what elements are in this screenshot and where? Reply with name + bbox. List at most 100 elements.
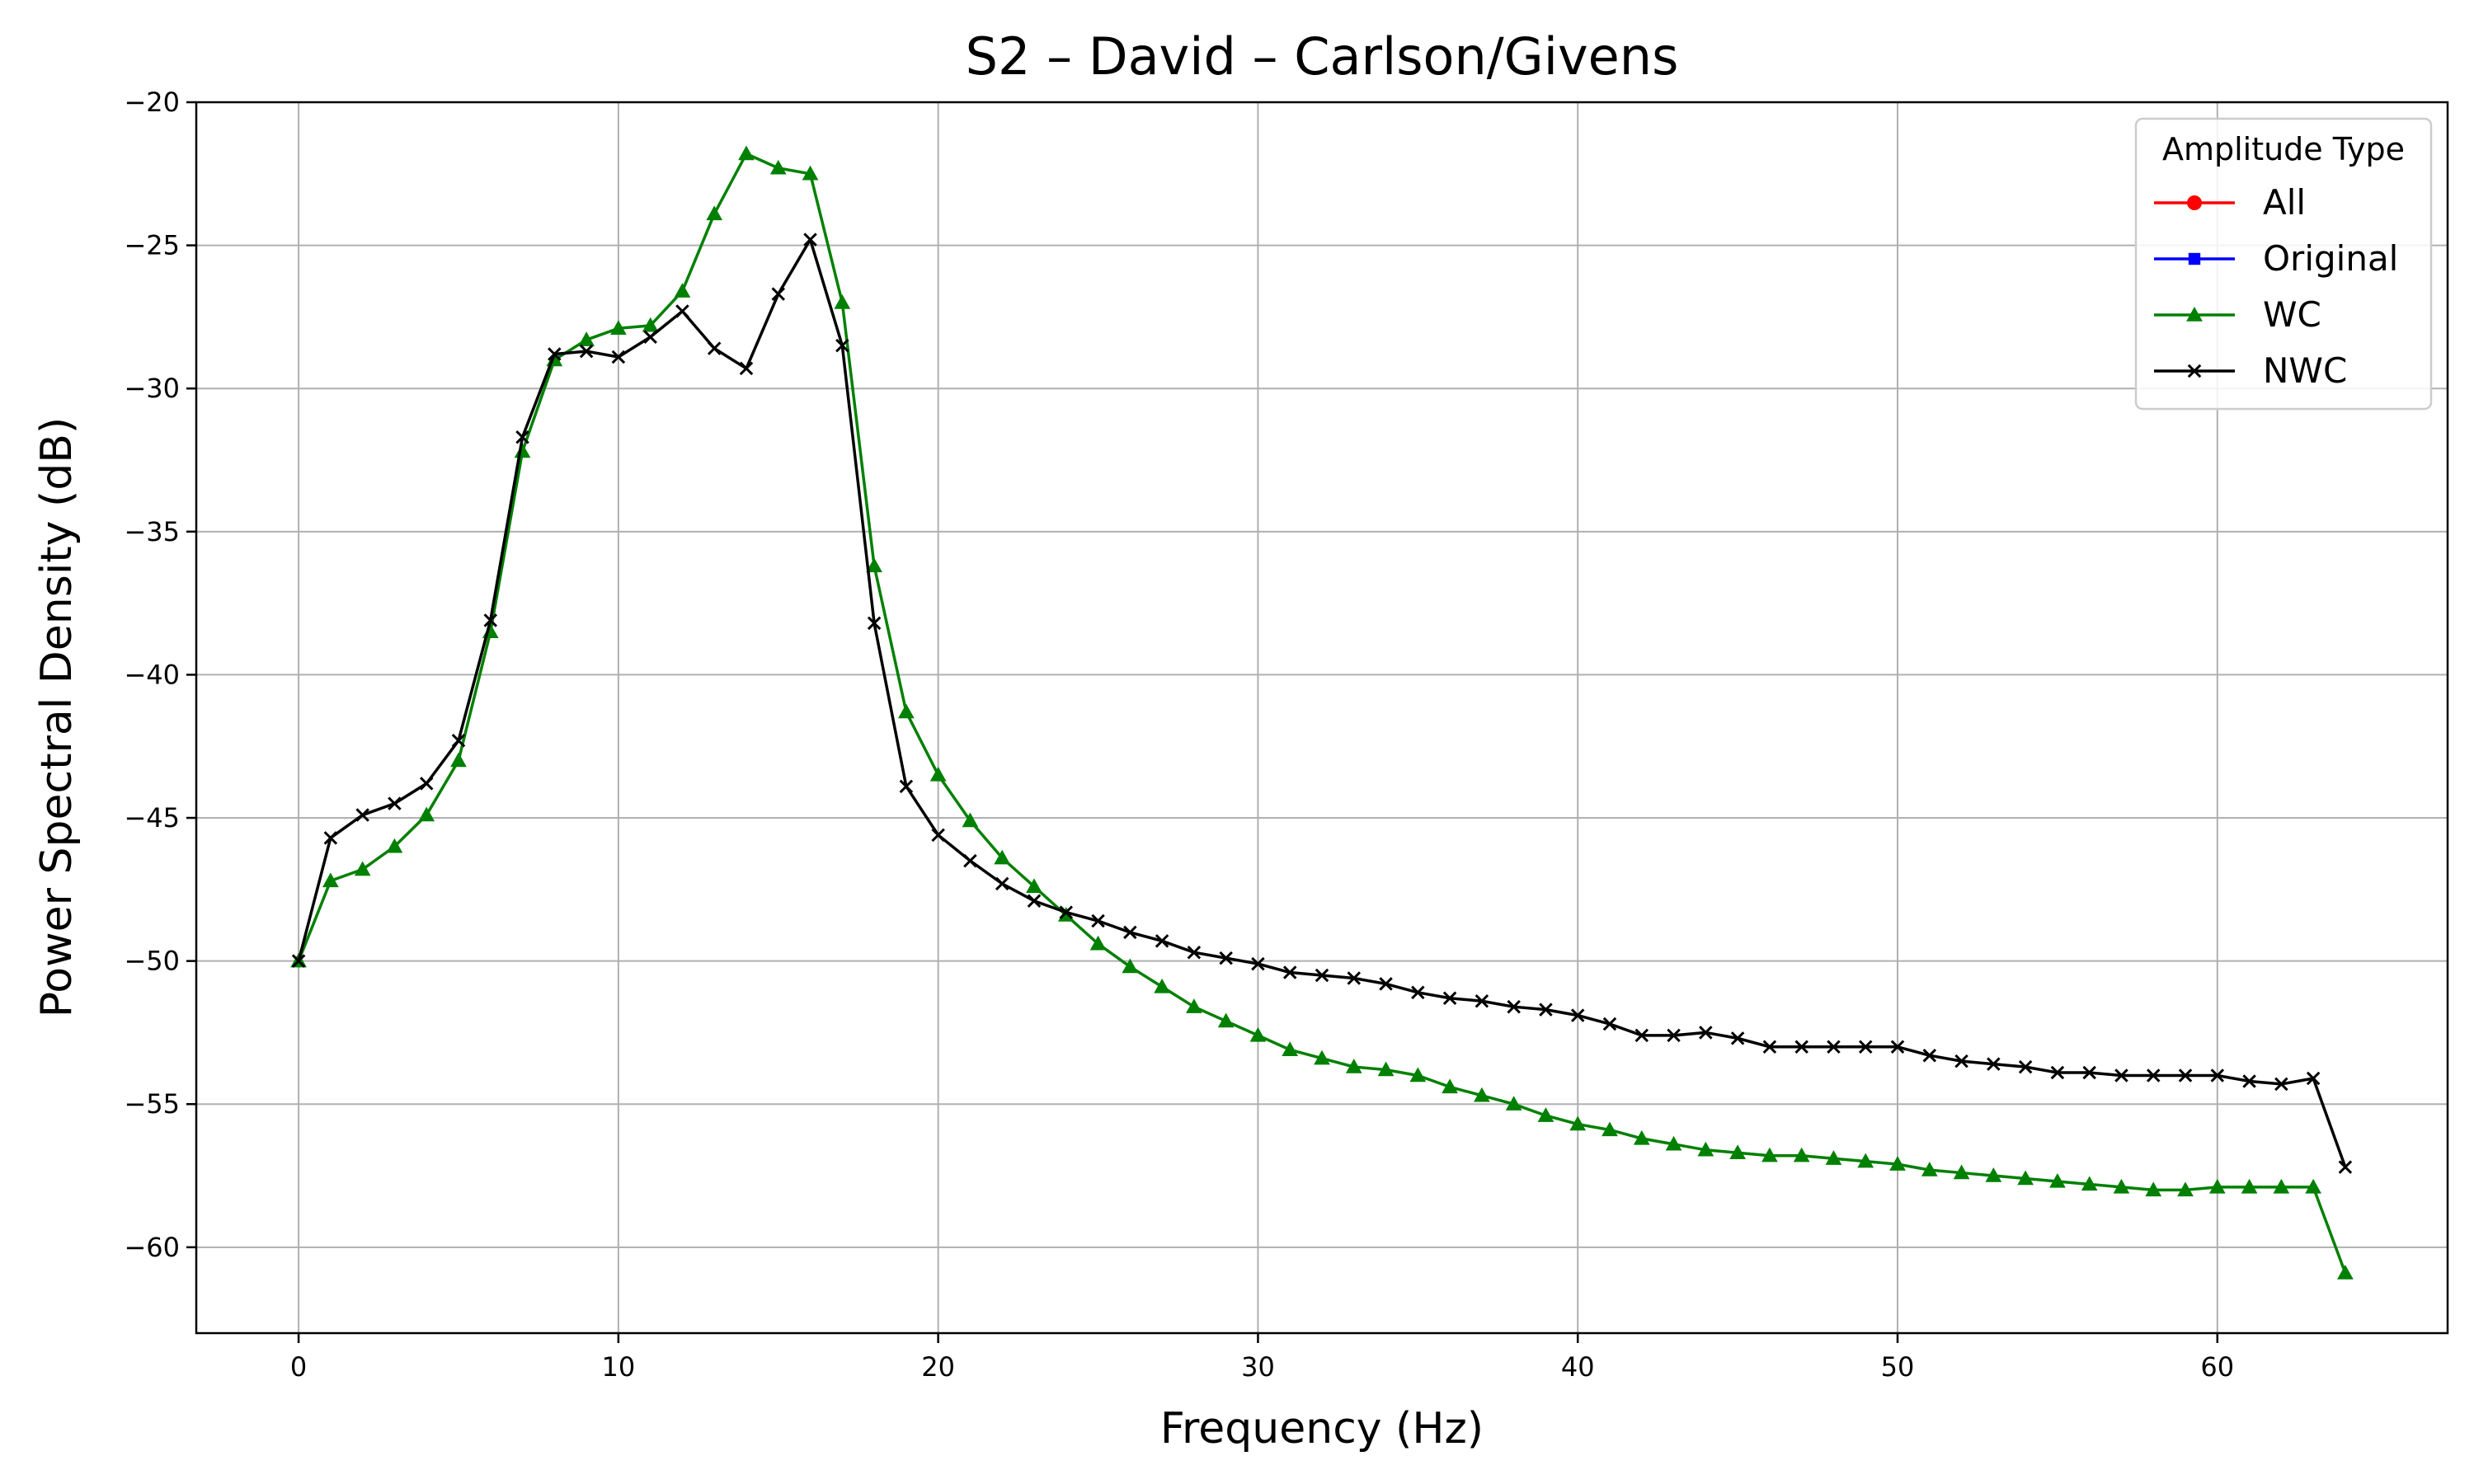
data-point-wc [1249, 1026, 1267, 1042]
data-point-nwc [1411, 985, 1425, 1000]
legend-marker-all [2187, 195, 2202, 210]
data-point-nwc [1315, 968, 1329, 983]
data-point-wc [1537, 1107, 1554, 1122]
data-point-wc [929, 766, 947, 782]
legend-entry-original: Original [2154, 238, 2398, 279]
y-tick-label: −55 [124, 1088, 180, 1120]
y-tick-label: −20 [124, 87, 180, 118]
data-point-wc [706, 205, 723, 221]
data-point-wc [674, 283, 691, 298]
data-point-nwc [739, 361, 754, 376]
data-point-nwc [1155, 934, 1169, 948]
data-point-nwc [1475, 993, 1489, 1008]
data-point-wc [610, 320, 627, 335]
data-point-nwc [2338, 1160, 2353, 1174]
data-point-nwc [1922, 1048, 1937, 1063]
data-point-wc [1953, 1164, 1970, 1180]
x-tick-label: 20 [921, 1351, 955, 1383]
data-point-nwc [2018, 1059, 2033, 1074]
y-tick-label: −60 [124, 1232, 180, 1263]
data-point-nwc [803, 232, 817, 247]
data-point-wc [2017, 1170, 2034, 1186]
data-point-nwc [1282, 965, 1297, 979]
data-point-wc [2305, 1178, 2321, 1194]
data-point-nwc [2210, 1068, 2225, 1082]
data-point-nwc [419, 777, 434, 791]
data-point-wc [1217, 1012, 1235, 1028]
data-point-wc [2113, 1178, 2130, 1194]
data-point-nwc [1123, 925, 1137, 940]
data-point-nwc [1187, 945, 1202, 960]
y-tick-label: −30 [124, 373, 180, 404]
data-point-nwc [2178, 1068, 2193, 1082]
data-point-nwc [1762, 1040, 1777, 1054]
axes: 0 10 20 30 40 50 60 −60 −55 −50 −45 −40 −35 −30 −25 −20 [124, 87, 2234, 1383]
data-point-nwc [388, 796, 402, 810]
legend-title: Amplitude Type [2162, 131, 2405, 167]
data-point-nwc [1602, 1017, 1617, 1031]
legend: Amplitude Type All Original WC NWC [2134, 117, 2433, 411]
data-point-wc [1314, 1050, 1330, 1065]
data-point-wc [1665, 1135, 1682, 1151]
data-point-wc [1409, 1067, 1427, 1082]
x-tick-label: 30 [1241, 1351, 1275, 1383]
y-axis-label: Power Spectral Density (dB) [32, 417, 82, 1017]
data-point-wc [2049, 1172, 2066, 1188]
data-point-wc [738, 145, 755, 161]
data-point-wc [418, 806, 435, 822]
data-point-nwc [515, 430, 529, 444]
data-point-wc [1154, 978, 1170, 993]
data-point-nwc [675, 304, 689, 318]
data-point-wc [1569, 1115, 1587, 1131]
data-point-nwc [451, 734, 466, 748]
data-point-wc [354, 861, 371, 876]
data-point-nwc [995, 876, 1009, 891]
x-tick-label: 40 [1561, 1351, 1595, 1383]
data-point-nwc [579, 344, 594, 359]
data-point-nwc [1699, 1026, 1713, 1040]
data-point-wc [1026, 878, 1042, 894]
data-point-wc [834, 294, 851, 309]
data-point-nwc [1442, 991, 1457, 1006]
data-point-wc [2337, 1265, 2354, 1280]
y-tick-label: −45 [124, 802, 180, 834]
x-tick-label: 10 [602, 1351, 636, 1383]
data-point-wc [1921, 1162, 1938, 1176]
data-point-wc [642, 317, 659, 332]
legend-entries: All Original WC NWC [2154, 182, 2398, 391]
data-point-nwc [1730, 1031, 1745, 1045]
data-point-nwc [899, 779, 914, 794]
data-point-nwc [1379, 977, 1393, 991]
data-point-wc [1729, 1144, 1746, 1159]
data-point-nwc [1219, 951, 1233, 965]
legend-marker-original [2188, 252, 2201, 265]
data-point-wc [578, 331, 595, 346]
data-point-wc [2241, 1178, 2258, 1194]
x-axis-label: Frequency (Hz) [1160, 1404, 1484, 1453]
data-point-nwc [611, 350, 626, 364]
data-point-nwc [1251, 956, 1265, 971]
data-point-wc [962, 812, 979, 828]
y-tick-label: −50 [124, 946, 180, 977]
data-point-nwc [1539, 1003, 1553, 1017]
legend-label-all: All [2263, 182, 2306, 223]
data-point-wc [1474, 1087, 1490, 1102]
data-point-nwc [931, 828, 945, 843]
series-wc [290, 145, 2354, 1280]
data-point-wc [1122, 958, 1139, 974]
data-point-nwc [2146, 1068, 2161, 1082]
legend-box [2134, 117, 2433, 411]
data-point-wc [386, 838, 403, 853]
data-point-wc [1442, 1078, 1458, 1094]
data-point-wc [1825, 1150, 1842, 1165]
legend-marker-nwc [2187, 364, 2202, 378]
data-point-nwc [548, 347, 562, 361]
data-point-wc [1377, 1061, 1395, 1077]
x-tick-label: 50 [1881, 1351, 1915, 1383]
data-point-wc [866, 557, 882, 573]
data-point-wc [898, 703, 915, 719]
chart-title: S2 – David – Carlson/Givens [966, 26, 1679, 87]
legend-entry-all: All [2154, 182, 2306, 223]
data-point-nwc [1954, 1054, 1968, 1068]
